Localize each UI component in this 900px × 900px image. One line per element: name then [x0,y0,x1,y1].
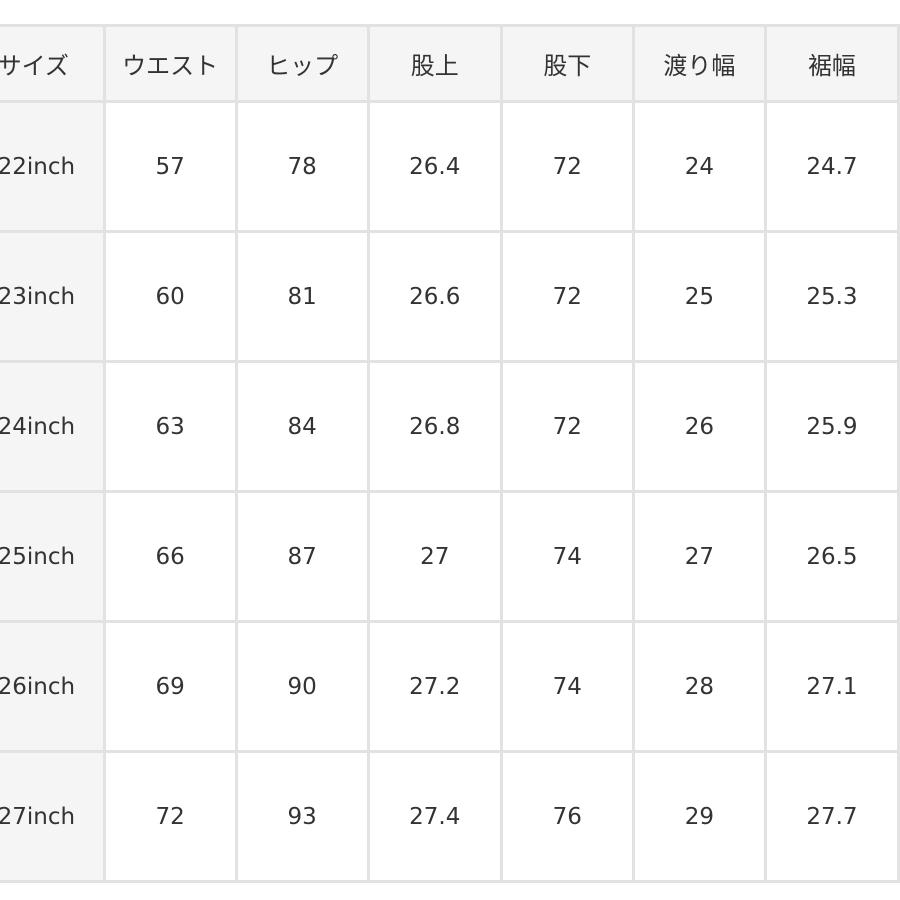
measurement-cell: 66 [105,493,238,623]
measurement-cell: 27 [369,493,503,623]
measurement-cell: 25 [634,233,767,363]
measurement-cell: 24.7 [766,103,900,233]
size-table-container: サイズ ウエスト ヒップ 股上 股下 渡り幅 裾幅 22inch 57 78 26.4 72 24 24… [0,24,900,883]
measurement-cell: 90 [237,623,370,753]
measurement-cell: 27.1 [766,623,900,753]
measurement-cell: 26.8 [369,363,503,493]
table-row: 22inch 57 78 26.4 72 24 24.7 [0,103,900,233]
header-row: サイズ ウエスト ヒップ 股上 股下 渡り幅 裾幅 [0,24,900,103]
size-label: 25inch [0,543,76,570]
size-cell: 22inch [0,103,106,233]
size-cell: 23inch [0,233,106,363]
measurement-cell: 24 [634,103,767,233]
measurement-cell: 63 [105,363,238,493]
table-row: 26inch 69 90 27.2 74 28 27.1 [0,623,900,753]
column-header: 股上 [369,24,503,103]
table-row: 24inch 63 84 26.8 72 26 25.9 [0,363,900,493]
table-row: 27inch 72 93 27.4 76 29 27.7 [0,753,900,883]
size-label: 23inch [0,283,76,310]
column-header: ヒップ [237,24,370,103]
measurement-cell: 26 [634,363,767,493]
size-cell: 24inch [0,363,106,493]
size-label: 26inch [0,673,76,700]
measurement-cell: 78 [237,103,370,233]
measurement-cell: 57 [105,103,238,233]
measurement-cell: 72 [502,363,635,493]
measurement-cell: 84 [237,363,370,493]
measurement-cell: 81 [237,233,370,363]
size-cell: 25inch [0,493,106,623]
measurement-cell: 72 [502,103,635,233]
size-label: 24inch [0,413,76,440]
measurement-cell: 93 [237,753,370,883]
measurement-cell: 25.3 [766,233,900,363]
measurement-cell: 87 [237,493,370,623]
measurement-cell: 27 [634,493,767,623]
measurement-cell: 27.4 [369,753,503,883]
measurement-cell: 26.6 [369,233,503,363]
measurement-cell: 72 [502,233,635,363]
measurement-cell: 72 [105,753,238,883]
measurement-cell: 29 [634,753,767,883]
measurement-cell: 74 [502,623,635,753]
size-label: 22inch [0,153,76,180]
size-chart-table: サイズ ウエスト ヒップ 股上 股下 渡り幅 裾幅 22inch 57 78 26.4 72 24 24… [0,24,900,883]
measurement-cell: 74 [502,493,635,623]
table-row: 23inch 60 81 26.6 72 25 25.3 [0,233,900,363]
measurement-cell: 27.2 [369,623,503,753]
measurement-cell: 25.9 [766,363,900,493]
column-header-label: サイズ [0,52,69,80]
column-header: ウエスト [105,24,238,103]
measurement-cell: 69 [105,623,238,753]
measurement-cell: 76 [502,753,635,883]
column-header: 股下 [502,24,635,103]
size-cell: 27inch [0,753,106,883]
column-header: サイズ [0,24,106,103]
column-header: 裾幅 [766,24,900,103]
size-label: 27inch [0,803,76,830]
measurement-cell: 26.4 [369,103,503,233]
measurement-cell: 26.5 [766,493,900,623]
measurement-cell: 27.7 [766,753,900,883]
measurement-cell: 28 [634,623,767,753]
table-row: 25inch 66 87 27 74 27 26.5 [0,493,900,623]
measurement-cell: 60 [105,233,238,363]
column-header: 渡り幅 [634,24,767,103]
size-cell: 26inch [0,623,106,753]
